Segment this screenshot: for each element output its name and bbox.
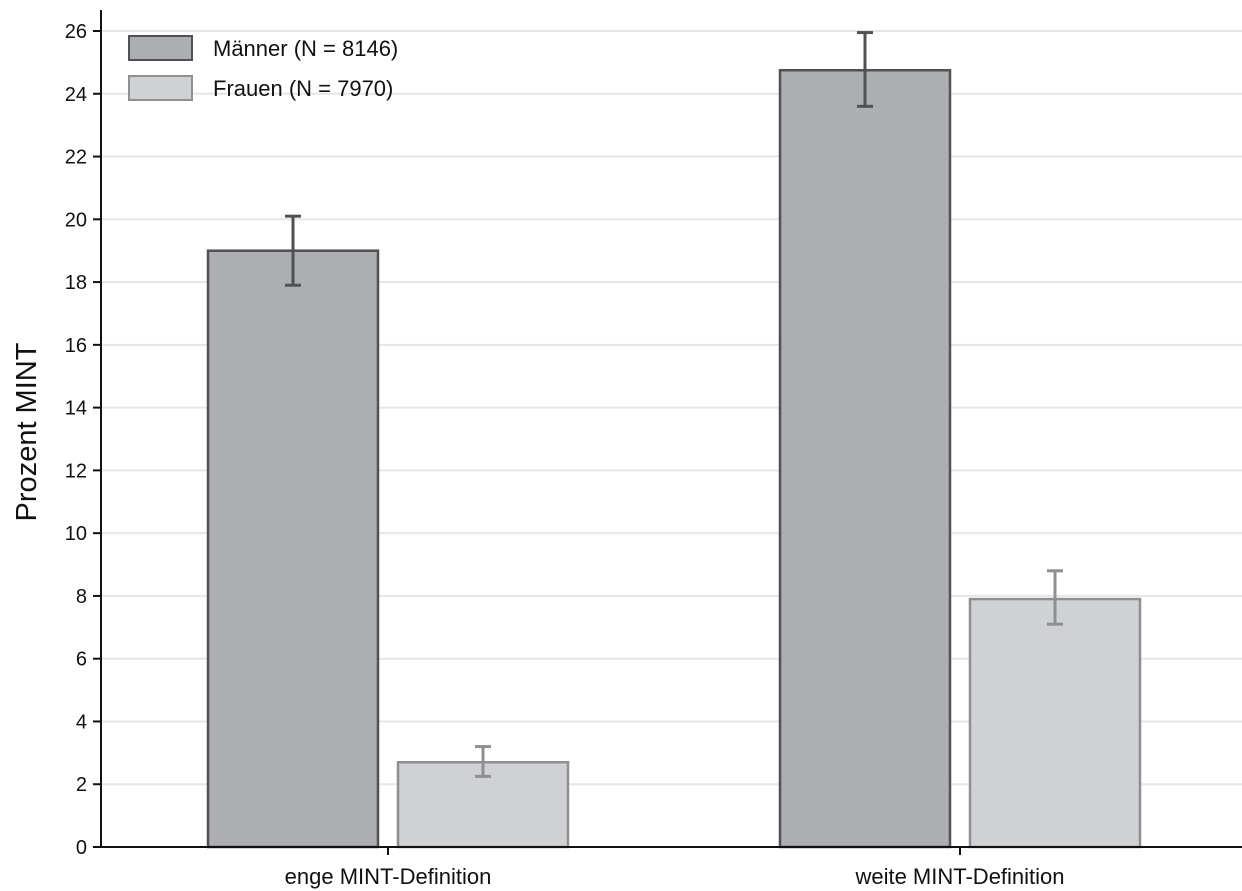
error-bar-series1-cat0 [475, 745, 491, 778]
y-tick-label-6: 6 [76, 649, 87, 671]
bar-series1-cat0 [396, 761, 570, 849]
bar-series0-cat1 [778, 68, 952, 849]
y-tick-label-0: 0 [76, 837, 87, 859]
y-tick-label-20: 20 [65, 209, 87, 231]
error-bars [285, 31, 1063, 778]
axes [100, 10, 1242, 848]
y-tick-label-8: 8 [76, 586, 87, 608]
y-tick-label-24: 24 [65, 84, 87, 106]
error-bar-series0-cat0 [285, 214, 301, 287]
bars [206, 68, 1142, 849]
y-tick-label-26: 26 [65, 21, 87, 43]
y-tick-label-12: 12 [65, 460, 87, 482]
y-tick-label-18: 18 [65, 272, 87, 294]
y-tick-label-2: 2 [76, 774, 87, 796]
legend-swatch-0 [128, 35, 193, 61]
bar-series1-cat1 [968, 597, 1142, 849]
legend-swatch-1 [128, 75, 193, 101]
x-ticks: enge MINT-Definition weite MINT-Definitio… [285, 847, 1065, 889]
y-tick-label-22: 22 [65, 147, 87, 169]
y-axis-title: Prozent MINT [11, 342, 43, 521]
legend-label-1: Frauen (N = 7970) [213, 76, 393, 101]
y-tick-label-10: 10 [65, 523, 87, 545]
y-tick-label-14: 14 [65, 398, 87, 420]
x-tick-label-1: weite MINT-Definition [854, 864, 1064, 889]
y-tick-label-4: 4 [76, 711, 87, 733]
error-bar-series0-cat1 [857, 31, 873, 108]
y-tick-label-16: 16 [65, 335, 87, 357]
legend-item-1: Frauen (N = 7970) [128, 75, 393, 101]
legend: Männer (N = 8146) Frauen (N = 7970) [128, 35, 398, 101]
x-tick-label-0: enge MINT-Definition [285, 864, 492, 889]
error-bar-series1-cat1 [1047, 569, 1063, 626]
legend-item-0: Männer (N = 8146) [128, 35, 398, 61]
bar-series0-cat0 [206, 249, 380, 849]
legend-label-0: Männer (N = 8146) [213, 36, 398, 61]
